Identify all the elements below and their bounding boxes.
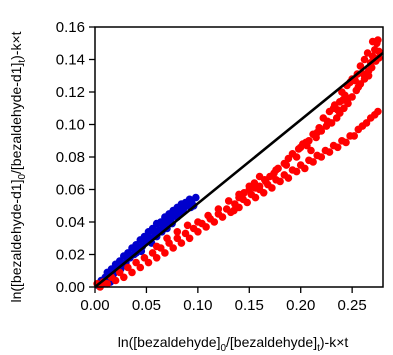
y-tick-label: 0.00	[56, 279, 85, 296]
data-point	[309, 158, 317, 166]
data-point	[185, 234, 194, 243]
data-point	[245, 185, 254, 194]
y-tick-label: 0.06	[56, 182, 85, 199]
data-point	[120, 273, 128, 282]
data-point	[339, 96, 347, 104]
data-point	[152, 242, 161, 251]
data-point	[268, 184, 276, 192]
y-tick-label: 0.02	[56, 247, 85, 264]
data-point	[292, 167, 301, 176]
axis-title-part: /[bezaldehyde]	[226, 334, 317, 350]
data-point	[202, 223, 210, 231]
y-axis-title: ln([bezaldehyde-d1]0/[bezaldehyde-d1]t)-…	[8, 31, 28, 302]
data-point	[261, 177, 270, 186]
axis-title-subscript: 0	[220, 343, 226, 354]
data-point	[325, 107, 334, 116]
axis-title-part: ln([bezaldehyde]	[118, 334, 221, 350]
data-point	[235, 190, 243, 199]
data-point	[342, 138, 350, 147]
data-point	[313, 128, 322, 137]
data-point	[325, 148, 334, 156]
x-tick-label: 0.25	[338, 297, 367, 314]
data-point	[173, 228, 182, 236]
fit-line	[94, 51, 384, 289]
y-tick-label: 0.08	[56, 149, 85, 166]
x-axis-ticks: 0.00 0.05 0.10 0.15 0.20 0.25	[80, 287, 367, 314]
data-point	[136, 263, 145, 272]
data-point	[243, 198, 251, 207]
data-point	[374, 36, 382, 44]
data-point	[272, 166, 280, 174]
axis-title-part: ln([bezaldehyde-d1]	[8, 180, 24, 303]
x-tick-label: 0.05	[132, 297, 161, 314]
data-point	[292, 153, 301, 161]
data-point	[374, 107, 382, 116]
data-point	[282, 161, 291, 169]
data-point	[214, 205, 223, 213]
series-1	[93, 36, 383, 291]
data-point	[317, 153, 326, 161]
x-axis-title: ln([bezaldehyde]0/[bezaldehyde]t)-k×t	[118, 334, 349, 354]
data-point	[284, 174, 293, 182]
data-point	[330, 101, 339, 109]
data-point	[111, 276, 120, 285]
data-point	[367, 63, 376, 72]
data-point	[359, 70, 368, 78]
x-tick-label: 0.20	[286, 297, 315, 314]
data-point	[251, 184, 260, 192]
data-point	[350, 132, 359, 140]
x-tick-label: 0.00	[80, 297, 109, 314]
data-point	[152, 253, 161, 262]
axis-title-part: )-k×t	[320, 334, 349, 350]
x-tick-label: 0.15	[235, 297, 264, 314]
axis-title-subscript: t	[17, 60, 28, 63]
data-point	[333, 143, 342, 152]
data-point	[301, 164, 309, 173]
data-point	[183, 221, 192, 230]
axis-title-part: /[bezaldehyde-d1]	[8, 63, 24, 174]
data-point	[204, 211, 212, 220]
axis-title-part: )-k×t	[8, 31, 24, 60]
y-axis-ticks: 0.00 0.02 0.04 0.06 0.08 0.10 0.12 0.14 0.16	[56, 19, 95, 296]
data-point	[144, 258, 153, 267]
data-point	[161, 249, 169, 257]
data-point	[323, 117, 332, 126]
data-point	[194, 218, 202, 226]
data-point	[363, 49, 372, 57]
data-point	[276, 177, 284, 186]
data-point	[194, 228, 202, 236]
axis-title-subscript: t	[317, 343, 320, 354]
data-point	[210, 218, 219, 226]
data-point	[224, 197, 233, 205]
data-point	[356, 62, 365, 70]
x-tick-label: 0.10	[183, 297, 212, 314]
y-tick-label: 0.12	[56, 84, 85, 101]
data-point	[192, 193, 200, 202]
data-point	[103, 280, 112, 288]
data-point	[259, 189, 268, 197]
data-point	[177, 239, 186, 247]
y-tick-label: 0.04	[56, 214, 85, 231]
data-point	[128, 268, 136, 277]
data-point	[169, 244, 177, 252]
data-point	[163, 234, 171, 243]
data-point	[230, 206, 238, 215]
y-tick-label: 0.14	[56, 52, 85, 69]
data-point	[360, 55, 369, 64]
data-point	[294, 145, 303, 153]
y-tick-label: 0.16	[56, 19, 85, 36]
data-point	[303, 141, 311, 150]
axis-title-subscript: 0	[17, 174, 28, 180]
y-tick-label: 0.10	[56, 117, 85, 134]
data-point	[218, 213, 227, 221]
data-point	[251, 193, 260, 202]
data-point	[354, 83, 363, 91]
